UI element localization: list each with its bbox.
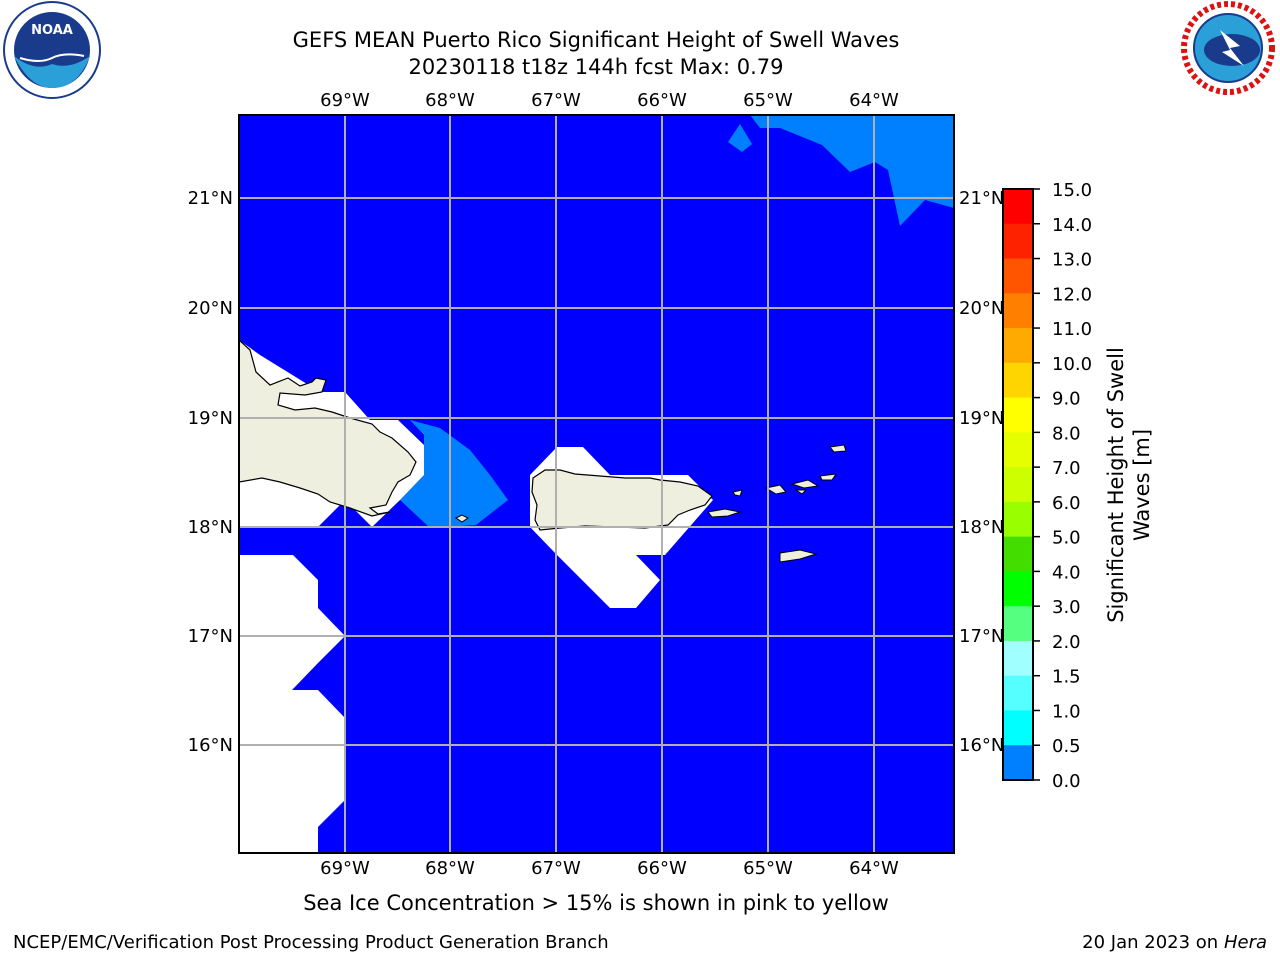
latitude-labels-right: 21°N 20°N 19°N 18°N 17°N 16°N: [959, 188, 1004, 756]
colorbar-tick-label: 0.5: [1052, 736, 1081, 757]
lat-label-right: 20°N: [959, 298, 1004, 319]
lat-label-left: 20°N: [188, 298, 233, 319]
lon-label-bottom: 64°W: [849, 858, 899, 879]
lat-label-right: 16°N: [959, 735, 1004, 756]
lon-label-top: 66°W: [637, 90, 687, 111]
map-plot-area: [239, 115, 954, 853]
colorbar-segment: [1003, 640, 1033, 677]
lat-label-right: 18°N: [959, 517, 1004, 538]
land-vieques: [707, 508, 742, 518]
footer-host: Hera: [1223, 932, 1267, 953]
colorbar-segment: [1003, 675, 1033, 711]
colorbar-tick-label: 7.0: [1052, 458, 1081, 479]
colorbar-label-line1: Significant Height of Swell: [1104, 347, 1128, 623]
colorbar-label-line2: Waves [m]: [1130, 429, 1154, 541]
lat-label-right: 21°N: [959, 188, 1004, 209]
land-hispaniola: [239, 339, 417, 517]
colorbar-segment: [1003, 501, 1033, 538]
colorbar: 15.0 14.0 13.0 12.0 11.0 10.0 9.0 8.0 7.0 6.0 5.0 4…: [1002, 180, 1092, 792]
colorbar-segment: [1003, 536, 1033, 572]
land-mona-island: [455, 514, 469, 523]
sea-ice-caption: Sea Ice Concentration > 15% is shown in …: [303, 891, 889, 915]
colorbar-tick-label: 4.0: [1052, 562, 1081, 583]
lon-label-top: 65°W: [743, 90, 793, 111]
longitude-labels-top: 69°W 68°W 67°W 66°W 65°W 64°W: [320, 90, 899, 111]
lat-label-left: 16°N: [188, 735, 233, 756]
colorbar-tick-label: 14.0: [1052, 215, 1092, 236]
colorbar-segment: [1003, 745, 1033, 781]
noaa-logo: NOAA: [3, 1, 101, 99]
lon-label-bottom: 69°W: [320, 858, 370, 879]
footer-date-text: 20 Jan 2023 on: [1082, 932, 1224, 953]
colorbar-tick-label: 11.0: [1052, 319, 1092, 340]
lon-label-top: 67°W: [531, 90, 581, 111]
lat-label-left: 17°N: [188, 626, 233, 647]
latitude-labels-left: 21°N 20°N 19°N 18°N 17°N 16°N: [188, 188, 233, 756]
land-culebra: [732, 489, 743, 497]
colorbar-segment: [1003, 710, 1033, 746]
lat-label-left: 21°N: [188, 188, 233, 209]
colorbar-tick-label: 0.0: [1052, 771, 1081, 792]
lon-label-top: 69°W: [320, 90, 370, 111]
lat-label-left: 19°N: [188, 408, 233, 429]
colorbar-segment: [1003, 189, 1033, 225]
colorbar-tick-label: 5.0: [1052, 528, 1081, 549]
noaa-logo-text: NOAA: [31, 23, 73, 38]
land-st-croix: [779, 549, 818, 563]
colorbar-tick-label: 2.0: [1052, 632, 1081, 653]
lat-label-right: 19°N: [959, 408, 1004, 429]
colorbar-tick-label: 6.0: [1052, 493, 1081, 514]
colorbar-segment: [1003, 293, 1033, 329]
lon-label-bottom: 66°W: [637, 858, 687, 879]
lon-label-top: 64°W: [849, 90, 899, 111]
lat-label-left: 18°N: [188, 517, 233, 538]
colorbar-tick-label: 1.5: [1052, 667, 1081, 688]
land-anegada: [829, 444, 847, 453]
colorbar-segment: [1003, 362, 1033, 399]
colorbar-segment: [1003, 223, 1033, 260]
colorbar-segment: [1003, 606, 1033, 642]
colorbar-segment: [1003, 467, 1033, 503]
map-frame: [238, 114, 955, 854]
colorbar-segment: [1003, 571, 1033, 607]
chart-subtitle: 20230118 t18z 144h fcst Max: 0.79: [408, 55, 784, 79]
colorbar-segment: [1003, 397, 1033, 433]
colorbar-tick-label: 13.0: [1052, 250, 1092, 271]
colorbar-segment: [1003, 258, 1033, 294]
colorbar-frame: [1002, 188, 1034, 781]
land-puerto-rico: [531, 469, 713, 531]
swell-zone-north-patch: [728, 124, 752, 152]
colorbar-tick-label: 10.0: [1052, 354, 1092, 375]
map-gridlines: [239, 115, 954, 853]
lat-label-right: 17°N: [959, 626, 1004, 647]
nodata-zone-southwest: [239, 555, 345, 853]
footer-credit: NCEP/EMC/Verification Post Processing Pr…: [13, 932, 609, 953]
colorbar-tick-label: 1.0: [1052, 701, 1081, 722]
lon-label-bottom: 68°W: [425, 858, 475, 879]
colorbar-segment: [1003, 328, 1033, 364]
footer-date: 20 Jan 2023 on Hera: [1082, 932, 1267, 953]
colorbar-tick-label: 12.0: [1052, 284, 1092, 305]
chart-title: GEFS MEAN Puerto Rico Significant Height…: [292, 28, 900, 52]
longitude-labels-bottom: 69°W 68°W 67°W 66°W 65°W 64°W: [320, 858, 899, 879]
swell-zone-mona-passage: [400, 420, 508, 528]
colorbar-tick-label: 8.0: [1052, 423, 1081, 444]
lon-label-top: 68°W: [425, 90, 475, 111]
colorbar-tick-label: 15.0: [1052, 180, 1092, 201]
lon-label-bottom: 65°W: [743, 858, 793, 879]
colorbar-segment: [1003, 432, 1033, 468]
lon-label-bottom: 67°W: [531, 858, 581, 879]
land-virgin-islands: [764, 473, 838, 495]
colorbar-tick-label: 9.0: [1052, 389, 1081, 410]
nws-logo: [1181, 1, 1275, 95]
colorbar-tick-label: 3.0: [1052, 597, 1081, 618]
